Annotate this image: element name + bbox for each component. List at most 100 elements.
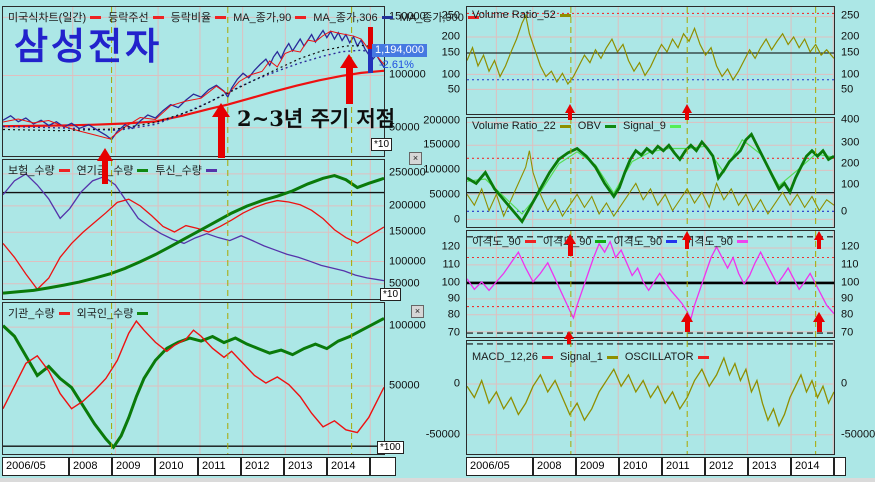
axis-tick-label: 80 [447,308,460,321]
legend-swatch [215,15,227,19]
obv-panel[interactable]: Volume Ratio_22 OBV Signal_9 [466,117,835,228]
left-price-panel[interactable]: 미국식차트(일간) 등락주선 등락비율 MA_종가,90 MA_종가,306 MA_종가,… [2,6,479,157]
axis-tick-label: 100 [441,276,460,289]
legend-swatch [58,168,70,172]
disparity-panel[interactable]: 이격도_90 이격도_90 이격도_90 이격도_90 [466,230,835,338]
axis-tick-label: 300 [841,136,860,149]
macd-panel-plot [467,341,834,454]
arrow-head [682,231,692,240]
arrow-stem [102,161,108,184]
legend-item: Volume Ratio_52 [472,9,571,21]
macd-yaxis-left: 0 -50000 [418,340,462,455]
panel-close-icon[interactable]: × [411,305,424,318]
arrow-stem [684,322,690,332]
axis-tick-label: 50000 [389,379,420,392]
scale-multiplier-box: *10 [380,288,402,301]
legend-item: 이격도_90 [684,233,748,249]
left-investor-panel-plot [3,303,384,454]
disparity-yaxis-left: 120 110 100 90 80 70 [418,230,462,338]
axis-tick-label: -50000 [841,428,875,441]
red-up-arrow [340,54,358,104]
macd-legend: MACD_12,26 Signal_1 OSCILLATOR [472,351,709,363]
arrow-head [564,331,574,339]
obv-panel-plot [467,118,834,227]
axis-tick-label: 0 [841,205,848,218]
legend-swatch [669,124,681,128]
axis-tick-label: 100 [441,68,460,81]
legend-swatch [542,355,554,359]
axis-tick-label: 90 [447,292,460,305]
legend-swatch [736,239,748,243]
axis-tick-label: 120 [841,240,860,253]
axis-tick-label: 100000 [389,319,426,332]
axis-tick-label: 80 [841,308,854,321]
xaxis-date-box: 2014 [327,457,370,476]
panel-close-icon[interactable]: × [409,152,422,165]
legend-swatch [58,311,70,315]
arrow-head [564,234,576,244]
legend-label: 이격도_90 [684,236,733,248]
left-investor-panel[interactable]: 기관_수량 외국인_수량 [2,302,385,455]
legend-item: MA_종가,900 [400,9,479,25]
axis-tick-label: 250 [841,9,860,22]
axis-tick-label: 0 [453,377,460,390]
left-price-yaxis: 150000 100000 50000 [387,6,431,157]
legend-label: 투신_수량 [155,165,202,177]
legend-label: 이격도_90 [472,236,521,248]
legend-label: MA_종가,90 [233,12,292,24]
red-up-arrow [97,148,113,184]
legend-swatch [90,15,102,19]
red-up-arrow [564,331,574,344]
legend-swatch [137,311,149,315]
data-series-line [3,321,384,432]
obv-yaxis-right: 400 300 200 100 0 [839,114,875,228]
axis-tick-label: 50000 [389,277,420,290]
legend-swatch [524,239,536,243]
left-xaxis: 2006/05 2008 2009 2010 2011 2012 2013 2014 [2,457,396,476]
legend-label: OSCILLATOR [624,351,694,363]
legend-item: OBV [578,120,617,132]
data-series-line [3,174,384,281]
legend-label: MA_종가,306 [313,12,378,24]
axis-tick-label: 100000 [389,68,426,81]
axis-tick-label: 90 [841,292,854,305]
data-series-line [3,31,384,140]
red-up-arrow [565,104,576,120]
axis-tick-label: 200 [841,30,860,43]
legend-swatch [137,168,149,172]
legend-item: 보험_수량 [8,162,70,178]
legend-swatch [595,239,607,243]
legend-swatch [606,355,618,359]
volume-ratio52-panel[interactable]: Volume Ratio_52 [466,6,835,115]
axis-tick-label: 50000 [389,121,420,134]
arrow-stem [567,244,573,256]
axis-tick-label: 110 [841,258,859,271]
arrow-head [682,104,692,113]
legend-label: 이격도_90 [613,236,663,248]
arrow-stem [816,322,822,332]
axis-tick-label: 70 [841,326,854,339]
red-up-arrow [682,231,693,249]
data-series-line [467,134,834,221]
axis-tick-label: 50 [841,83,854,96]
macd-panel[interactable]: MACD_12,26 Signal_1 OSCILLATOR [466,340,835,455]
axis-tick-label: 200 [841,157,860,170]
vr52-yaxis-left: 250 200 150 100 50 [418,6,462,115]
xaxis-date-box: 2013 [748,457,791,476]
left-investor-legend: 기관_수량 외국인_수량 [8,305,149,321]
legend-item: 미국식차트(일간) [8,9,102,25]
legend-item: 기관_수량 [8,305,70,321]
left-price-legend: 미국식차트(일간) 등락주선 등락비율 MA_종가,90 MA_종가,306 MA_종가,… [8,9,479,25]
legend-item: 등락주선 [108,9,164,25]
legend-swatch [605,124,617,128]
xaxis-date-box: 2012 [241,457,284,476]
xaxis-date-box: 2009 [576,457,619,476]
arrow-head [212,103,230,117]
axis-tick-label: 150000 [423,138,460,151]
cycle-low-annotation: 2~3년 주기 저점 [237,106,396,131]
legend-label: Volume Ratio_52 [472,9,556,21]
left-investor-yaxis: 100000 50000 [387,302,431,455]
data-series-line [3,50,384,130]
xaxis-date-box: 2006/05 [466,457,533,476]
